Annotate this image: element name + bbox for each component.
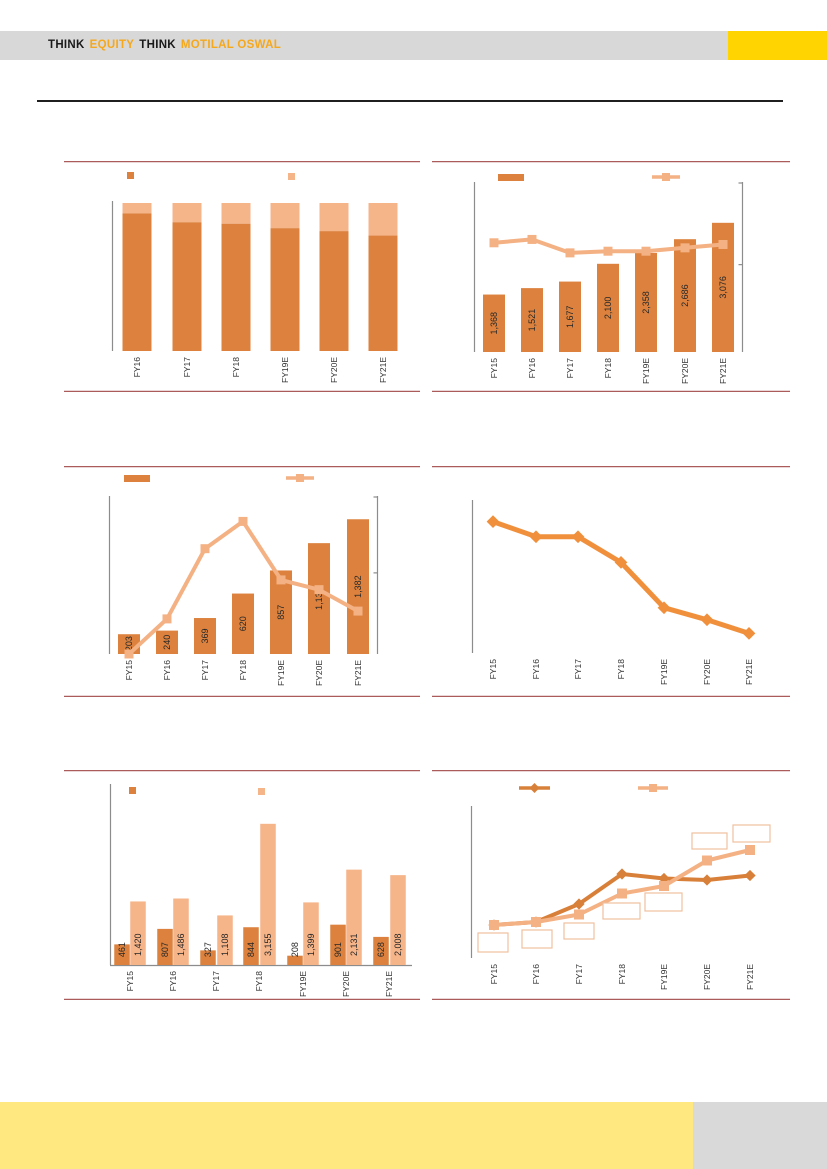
declining-line-chart: FY15 FY16 FY17 FY18 FY19E FY20E FY21E (432, 466, 790, 697)
svg-text:1,677: 1,677 (565, 306, 575, 329)
chart-panel-stacked-mix: FY16 FY17 FY18 FY19E FY20E FY21E (64, 161, 420, 392)
svg-text:FY18: FY18 (616, 659, 626, 680)
dual-line-forecast-chart: FY15 FY16 FY17 FY18 FY19E FY20E FY21E (432, 770, 790, 1000)
svg-text:FY17: FY17 (565, 358, 575, 379)
stacked-mix-chart: FY16 FY17 FY18 FY19E FY20E FY21E (64, 161, 420, 392)
svg-text:FY20E: FY20E (329, 357, 339, 383)
svg-text:1,382: 1,382 (353, 575, 363, 598)
svg-text:844: 844 (246, 942, 256, 957)
svg-text:461: 461 (117, 942, 127, 957)
svg-text:FY21E: FY21E (744, 659, 754, 685)
chart-panel-value-bar-line: 1,368 1,521 1,677 2,100 2,358 2,686 3,076 FY15 F… (432, 161, 790, 392)
svg-text:2,008: 2,008 (393, 933, 403, 956)
svg-text:FY19E: FY19E (659, 964, 669, 990)
svg-text:3,076: 3,076 (718, 276, 728, 299)
brand-tagline: THINK EQUITY THINK MOTILAL OSWAL (0, 31, 728, 60)
footer-yellow-band (0, 1102, 693, 1169)
svg-text:FY15: FY15 (125, 971, 135, 992)
svg-text:FY21E: FY21E (718, 358, 728, 384)
svg-text:2,358: 2,358 (641, 291, 651, 314)
svg-text:FY16: FY16 (531, 659, 541, 680)
svg-text:2,686: 2,686 (680, 284, 690, 307)
svg-text:FY17: FY17 (200, 660, 210, 681)
svg-text:2,131: 2,131 (349, 933, 359, 956)
svg-text:901: 901 (333, 942, 343, 957)
tagline-think-2: THINK (139, 39, 176, 51)
svg-text:1,108: 1,108 (220, 933, 230, 956)
svg-text:FY18: FY18 (603, 358, 613, 379)
svg-text:FY15: FY15 (489, 358, 499, 379)
svg-text:FY15: FY15 (124, 660, 134, 681)
value-bar-line-chart: 1,368 1,521 1,677 2,100 2,358 2,686 3,076 FY15 F… (432, 161, 790, 392)
svg-text:FY15: FY15 (488, 659, 498, 680)
brand-accent-block (728, 31, 827, 60)
svg-text:FY18: FY18 (231, 357, 241, 378)
svg-text:FY19E: FY19E (659, 659, 669, 685)
svg-text:1,486: 1,486 (176, 933, 186, 956)
svg-text:FY19E: FY19E (276, 660, 286, 686)
svg-text:FY20E: FY20E (314, 660, 324, 686)
svg-text:857: 857 (276, 605, 286, 620)
svg-text:628: 628 (376, 942, 386, 957)
svg-text:FY20E: FY20E (702, 964, 712, 990)
svg-text:327: 327 (203, 942, 213, 957)
svg-text:FY15: FY15 (489, 964, 499, 985)
svg-text:FY16: FY16 (168, 971, 178, 992)
brand-bar: THINK EQUITY THINK MOTILAL OSWAL (0, 31, 728, 60)
svg-text:FY21E: FY21E (353, 660, 363, 686)
svg-text:240: 240 (162, 635, 172, 650)
svg-text:1,137: 1,137 (314, 587, 324, 610)
chart-panel-declining-line: FY15 FY16 FY17 FY18 FY19E FY20E FY21E (432, 466, 790, 697)
footer-gray-block (693, 1102, 827, 1169)
svg-text:203: 203 (124, 636, 134, 651)
svg-text:FY21E: FY21E (384, 971, 394, 997)
svg-text:FY18: FY18 (238, 660, 248, 681)
svg-text:FY17: FY17 (573, 659, 583, 680)
svg-text:FY20E: FY20E (702, 659, 712, 685)
svg-text:FY18: FY18 (254, 971, 264, 992)
svg-text:FY16: FY16 (162, 660, 172, 681)
svg-text:620: 620 (238, 616, 248, 631)
chart-panel-dual-line: FY15 FY16 FY17 FY18 FY19E FY20E FY21E (432, 770, 790, 1000)
tagline-equity: EQUITY (89, 39, 135, 51)
svg-text:FY19E: FY19E (641, 358, 651, 384)
svg-text:FY17: FY17 (211, 971, 221, 992)
svg-text:FY16: FY16 (527, 358, 537, 379)
svg-text:1,368: 1,368 (489, 312, 499, 335)
svg-text:3,155: 3,155 (263, 933, 273, 956)
svg-text:FY20E: FY20E (341, 971, 351, 997)
svg-text:FY16: FY16 (132, 357, 142, 378)
svg-text:807: 807 (160, 942, 170, 957)
tagline-think-1: THINK (48, 39, 85, 51)
growth-bar-line-chart: 203 240 369 620 857 1,137 1,382 FY15 FY16 FY17 FY1… (64, 466, 420, 697)
svg-text:FY17: FY17 (182, 357, 192, 378)
chart-panel-growth-bar-line: 203 240 369 620 857 1,137 1,382 FY15 FY16 FY17 FY1… (64, 466, 420, 697)
svg-text:FY16: FY16 (531, 964, 541, 985)
svg-text:FY19E: FY19E (298, 971, 308, 997)
svg-text:1,399: 1,399 (306, 933, 316, 956)
svg-text:FY17: FY17 (574, 964, 584, 985)
svg-text:208: 208 (290, 942, 300, 957)
svg-text:FY18: FY18 (617, 964, 627, 985)
grouped-bar-chart: 461 807 327 844 208 901 628 1,420 1,486 1,108 3,15… (64, 770, 420, 1000)
svg-text:369: 369 (200, 628, 210, 643)
header-rule (37, 100, 783, 102)
svg-text:FY19E: FY19E (280, 357, 290, 383)
tagline-brand: MOTILAL OSWAL (180, 39, 282, 51)
svg-text:1,420: 1,420 (133, 933, 143, 956)
svg-text:FY20E: FY20E (680, 358, 690, 384)
svg-text:1,521: 1,521 (527, 309, 537, 332)
svg-text:FY21E: FY21E (378, 357, 388, 383)
chart-panel-grouped-bar: 461 807 327 844 208 901 628 1,420 1,486 1,108 3,15… (64, 770, 420, 1000)
svg-text:FY21E: FY21E (745, 964, 755, 990)
svg-text:2,100: 2,100 (603, 297, 613, 320)
